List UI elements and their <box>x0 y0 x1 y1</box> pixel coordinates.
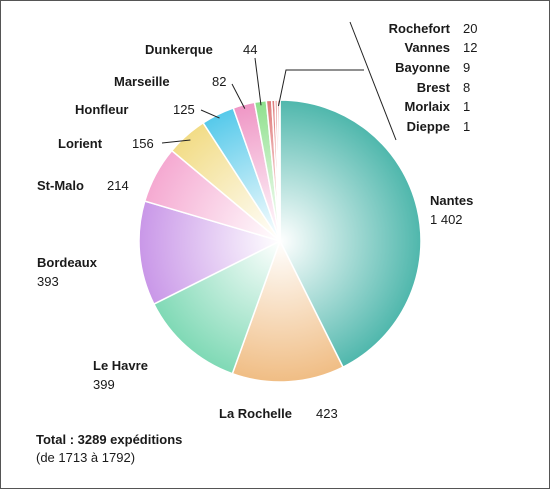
slice-label-honfleur: Honfleur 125 <box>75 102 195 117</box>
label-brest-name: Brest <box>417 80 451 95</box>
label-honfleur-name: Honfleur <box>75 102 128 117</box>
leader-line-dunkerque <box>254 57 262 106</box>
leader-line-lorient <box>161 139 191 144</box>
label-lorient-value: 156 <box>132 136 154 151</box>
label-rochefort-name: Rochefort <box>389 21 451 36</box>
label-rochefort-value: 20 <box>463 21 477 36</box>
footnote-period: (de 1713 à 1792) <box>36 450 136 465</box>
label-dunkerque-name: Dunkerque <box>145 42 213 57</box>
slice-label-bordeaux: Bordeaux 393 <box>37 255 98 289</box>
label-nantes-name: Nantes <box>430 193 473 208</box>
label-bordeaux-value: 393 <box>37 274 59 289</box>
footnote-total: Total : 3289 expéditions <box>36 432 183 447</box>
label-bayonne-name: Bayonne <box>395 60 450 75</box>
label-honfleur-value: 125 <box>173 102 195 117</box>
label-la-rochelle-name: La Rochelle <box>219 406 292 421</box>
label-marseille-value: 82 <box>212 74 226 89</box>
bracket-line-small-ports <box>349 21 397 141</box>
leader-line-honfleur <box>200 109 220 119</box>
label-vannes-value: 12 <box>463 40 477 55</box>
label-brest-value: 8 <box>463 80 470 95</box>
pie-slice-la-rochelle <box>231 239 345 383</box>
label-dieppe-value: 1 <box>463 119 470 134</box>
label-st-malo-value: 214 <box>107 178 129 193</box>
label-nantes-value: 1 402 <box>430 212 463 227</box>
slice-label-la-rochelle: La Rochelle 423 <box>219 406 338 421</box>
slice-label-dunkerque: Dunkerque 44 <box>145 42 257 57</box>
label-st-malo-name: St-Malo <box>37 178 84 193</box>
pie-slice-nantes <box>279 99 422 369</box>
label-morlaix-value: 1 <box>463 99 470 114</box>
small-ports-list: Rochefort 20 Vannes 12 Bayonne 9 Brest 8… <box>389 21 478 134</box>
pie-slices <box>138 99 422 383</box>
label-lorient-name: Lorient <box>58 136 103 151</box>
leader-lines <box>161 21 397 144</box>
label-le-havre-value: 399 <box>93 377 115 392</box>
label-morlaix-name: Morlaix <box>404 99 450 114</box>
slice-label-lorient: Lorient 156 <box>58 136 154 151</box>
slice-label-st-malo: St-Malo 214 <box>37 178 129 193</box>
label-le-havre-name: Le Havre <box>93 358 148 373</box>
slice-label-le-havre: Le Havre 399 <box>93 358 148 392</box>
leader-line-small-ports <box>278 69 364 107</box>
label-vannes-name: Vannes <box>404 40 450 55</box>
label-bayonne-value: 9 <box>463 60 470 75</box>
label-bordeaux-name: Bordeaux <box>37 255 98 270</box>
label-la-rochelle-value: 423 <box>316 406 338 421</box>
label-dieppe-name: Dieppe <box>407 119 450 134</box>
label-marseille-name: Marseille <box>114 74 170 89</box>
pie-slice-bordeaux <box>138 200 283 306</box>
label-dunkerque-value: 44 <box>243 42 257 57</box>
pie-slice-le-havre <box>152 239 282 375</box>
leader-line-marseille <box>231 83 246 109</box>
slice-label-marseille: Marseille 82 <box>114 74 226 89</box>
slice-label-nantes: Nantes 1 402 <box>430 193 473 227</box>
